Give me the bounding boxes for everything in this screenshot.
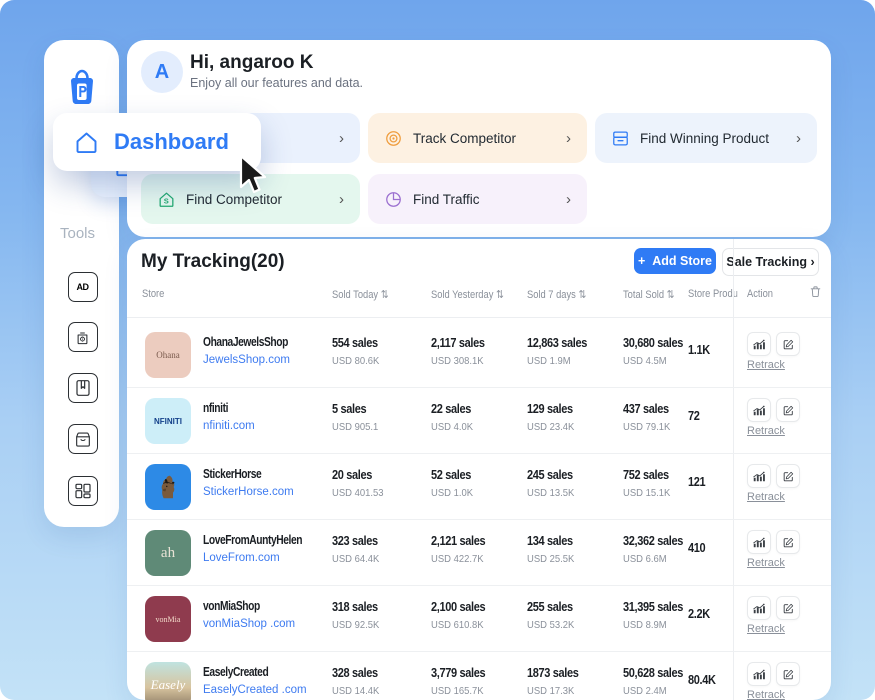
svg-text:S: S <box>164 196 169 205</box>
